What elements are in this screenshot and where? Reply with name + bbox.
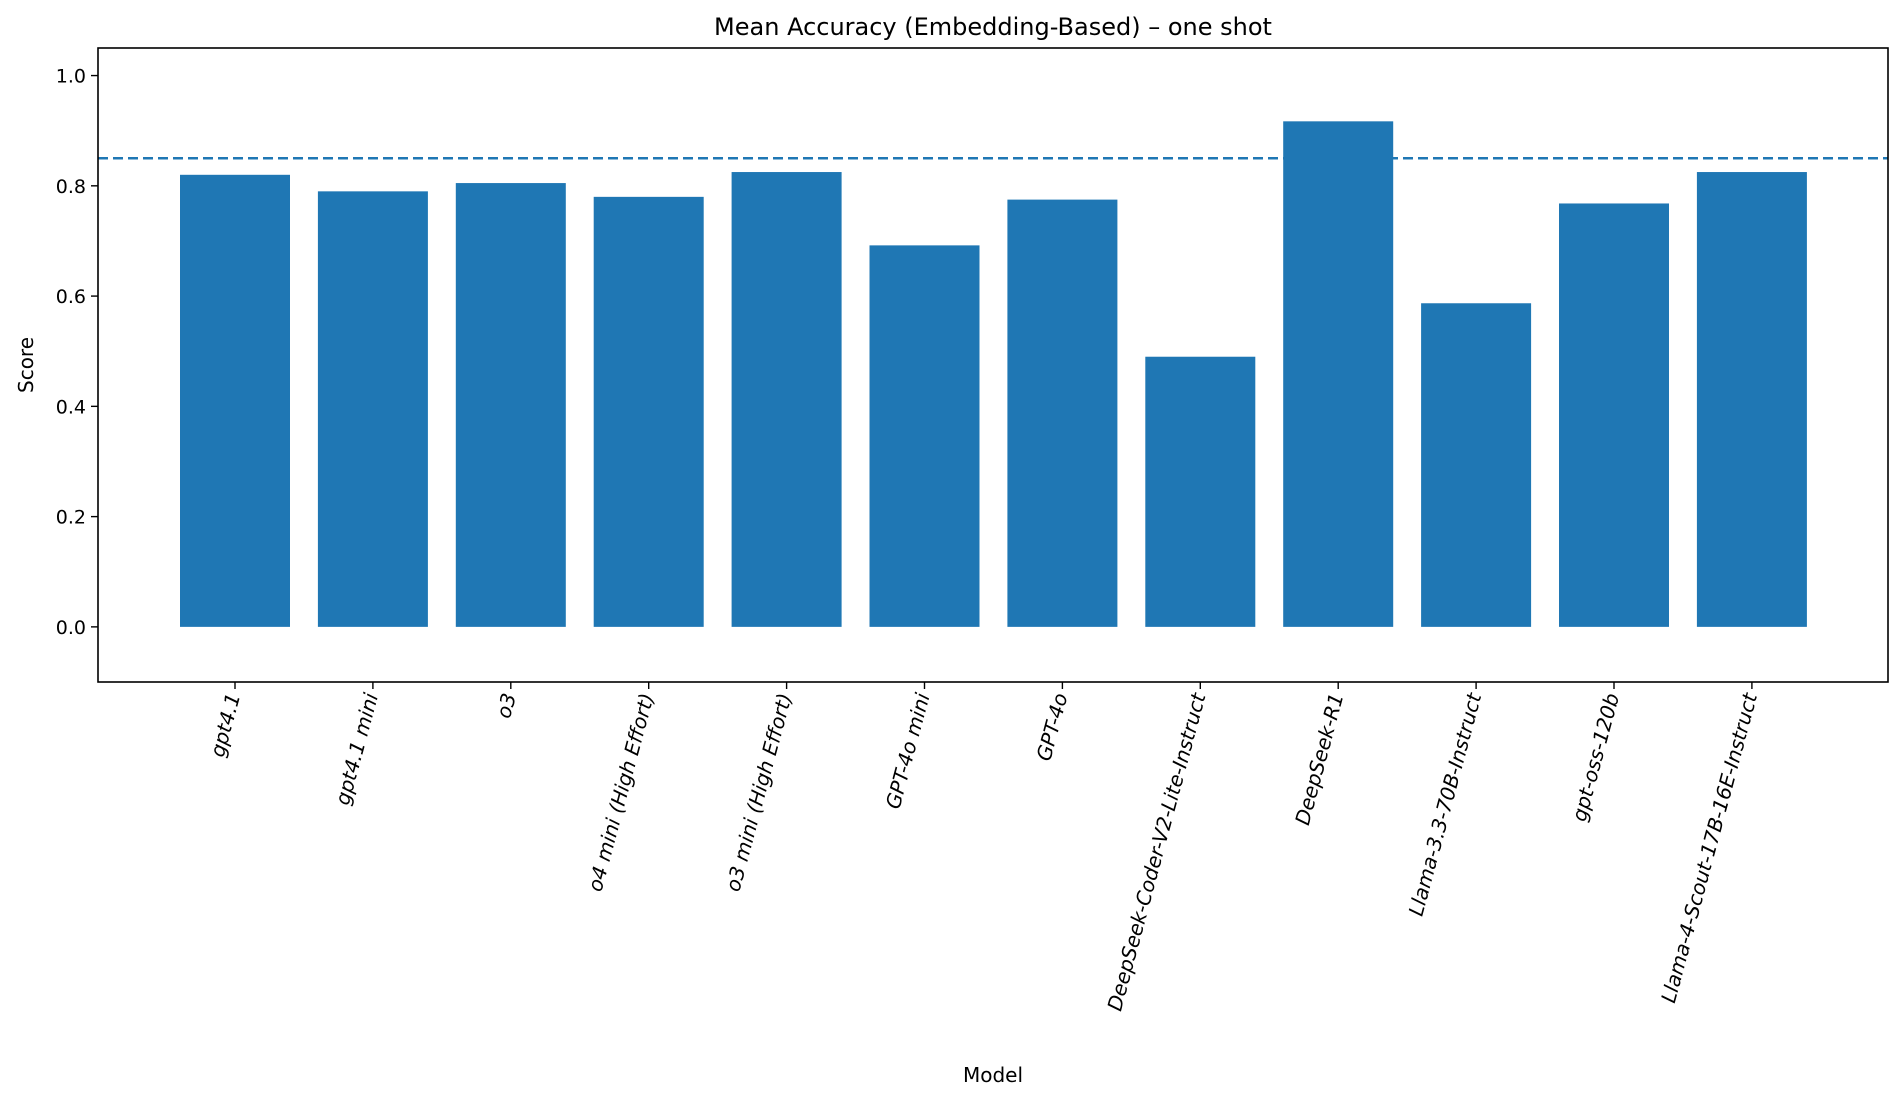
x-tick-label: gpt4.1 mini xyxy=(330,690,383,807)
y-tick-label: 1.0 xyxy=(56,66,86,88)
y-tick-label: 0.2 xyxy=(56,507,86,529)
x-tick-label: GPT-4o mini xyxy=(881,690,935,811)
bar xyxy=(317,191,428,627)
bar xyxy=(180,174,290,627)
x-tick-label: Llama-3.3-70B-Instruct xyxy=(1404,689,1487,918)
x-tick-label: DeepSeek-Coder-V2-Lite-Instruct xyxy=(1102,689,1210,1013)
x-tick-label: o3 mini (High Effort) xyxy=(721,691,797,895)
x-tick-label: Llama-4-Scout-17B-16E-Instruct xyxy=(1656,689,1762,1005)
x-tick-label: gpt-oss-120b xyxy=(1567,691,1624,824)
bar xyxy=(1421,303,1532,627)
bar xyxy=(1696,172,1807,627)
bar xyxy=(1007,199,1118,627)
bar xyxy=(869,245,980,627)
x-tick-label: o4 mini (High Effort) xyxy=(583,691,659,895)
bar xyxy=(593,196,704,627)
bar xyxy=(1559,203,1669,627)
x-tick-label: GPT-4o xyxy=(1031,691,1072,764)
y-axis: 0.0 0.2 0.4 0.6 0.8 1.0 xyxy=(56,66,98,639)
bar xyxy=(1145,356,1256,627)
plot-frame xyxy=(97,47,1889,683)
bar xyxy=(1283,121,1394,627)
x-axis: gpt4.1 gpt4.1 mini o3 o4 mini (High Effort)… xyxy=(205,682,1762,1013)
bar xyxy=(455,183,566,627)
y-tick-label: 0.8 xyxy=(56,176,86,198)
y-tick-label: 0.0 xyxy=(56,617,86,639)
x-tick-label: DeepSeek-R1 xyxy=(1290,691,1348,828)
x-tick-label: o3 xyxy=(491,691,521,721)
x-axis-label: Model xyxy=(963,1063,1023,1087)
y-tick-label: 0.6 xyxy=(56,286,86,308)
plot-area xyxy=(98,121,1888,627)
x-tick-label: gpt4.1 xyxy=(205,691,245,760)
y-tick-label: 0.4 xyxy=(56,396,86,418)
bar xyxy=(731,172,842,627)
y-axis-label: Score xyxy=(14,337,38,393)
chart-title: Mean Accuracy (Embedding-Based) – one sh… xyxy=(714,13,1272,41)
